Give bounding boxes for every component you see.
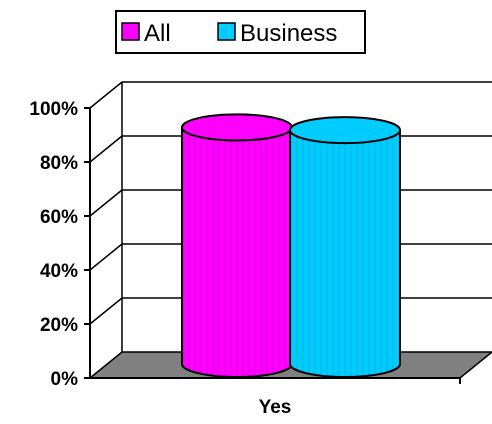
legend-box: [115, 10, 366, 54]
y-tick-labels: 0% 20% 40% 60% 80% 100%: [29, 99, 78, 390]
side-wall-line: [89, 297, 123, 325]
y-tick-label: 80%: [40, 153, 78, 174]
legend: All Business: [115, 10, 366, 54]
legend-label-business: Business: [240, 20, 337, 47]
bar-all: [181, 113, 293, 378]
legend-swatch-all: [121, 22, 140, 41]
bar-business: [289, 116, 401, 378]
legend-label-all: All: [144, 20, 171, 47]
y-ticks: [84, 107, 90, 379]
y-tick-label: 40%: [40, 261, 78, 282]
side-wall-line: [89, 243, 123, 271]
y-tick-label: 20%: [40, 315, 78, 336]
side-wall-line: [89, 135, 123, 163]
side-wall-line: [89, 189, 123, 217]
legend-swatch-business: [217, 22, 236, 41]
bars: [181, 113, 401, 378]
y-tick-label: 100%: [29, 99, 78, 120]
bar-top: [289, 116, 401, 145]
bar-top: [181, 113, 293, 142]
x-category-label: Yes: [259, 397, 292, 418]
bar-texture: [290, 130, 400, 377]
side-wall-line: [89, 81, 123, 109]
bar-texture: [182, 127, 292, 377]
plot-area: 0% 20% 40% 60% 80% 100% Yes: [29, 81, 492, 418]
y-tick-label: 0%: [51, 369, 79, 390]
side-wall: [89, 81, 123, 325]
y-tick-label: 60%: [40, 207, 78, 228]
